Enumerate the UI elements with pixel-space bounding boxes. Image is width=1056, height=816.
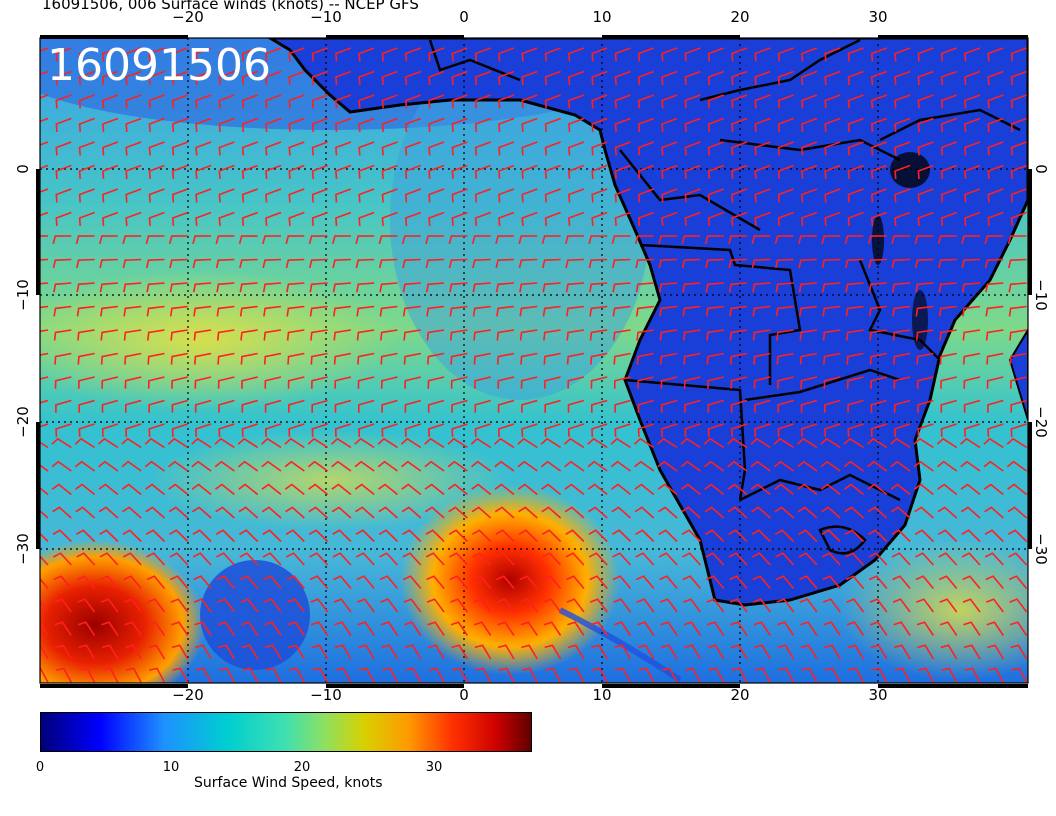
colorbar <box>40 712 532 752</box>
lat-tick-left: −20 <box>14 406 32 438</box>
time-stamp: 16091506 <box>47 40 271 91</box>
graticule <box>40 38 1028 683</box>
lon-tick-bottom: 0 <box>459 686 469 704</box>
colorbar-tick: 0 <box>35 760 45 775</box>
lat-tick-left: −10 <box>14 279 32 311</box>
colorbar-tick: 10 <box>162 760 180 775</box>
lat-tick-right: −20 <box>1032 406 1050 438</box>
lon-tick-top: 20 <box>730 8 749 26</box>
lon-tick-top: 0 <box>459 8 469 26</box>
lon-tick-top: 10 <box>592 8 611 26</box>
lat-tick-left: 0 <box>14 164 32 174</box>
lat-tick-right: −10 <box>1032 279 1050 311</box>
lon-tick-bottom: 10 <box>592 686 611 704</box>
lon-tick-top: −20 <box>172 8 204 26</box>
colorbar-tick: 30 <box>425 760 443 775</box>
lon-tick-bottom: −20 <box>172 686 204 704</box>
lon-tick-bottom: −10 <box>310 686 342 704</box>
lon-tick-bottom: 30 <box>868 686 887 704</box>
storm-high-wind-east <box>400 485 620 675</box>
colorbar-tick: 20 <box>293 760 311 775</box>
chart-title: 16091506, 006 Surface winds (knots) -- N… <box>42 0 419 13</box>
colorbar-label: Surface Wind Speed, knots <box>194 775 383 791</box>
lon-tick-top: −10 <box>310 8 342 26</box>
lat-tick-right: 0 <box>1032 164 1050 174</box>
lon-tick-bottom: 20 <box>730 686 749 704</box>
wind-barbs <box>40 47 1028 683</box>
lon-tick-top: 30 <box>868 8 887 26</box>
lat-tick-left: −30 <box>14 533 32 565</box>
lat-tick-right: −30 <box>1032 533 1050 565</box>
